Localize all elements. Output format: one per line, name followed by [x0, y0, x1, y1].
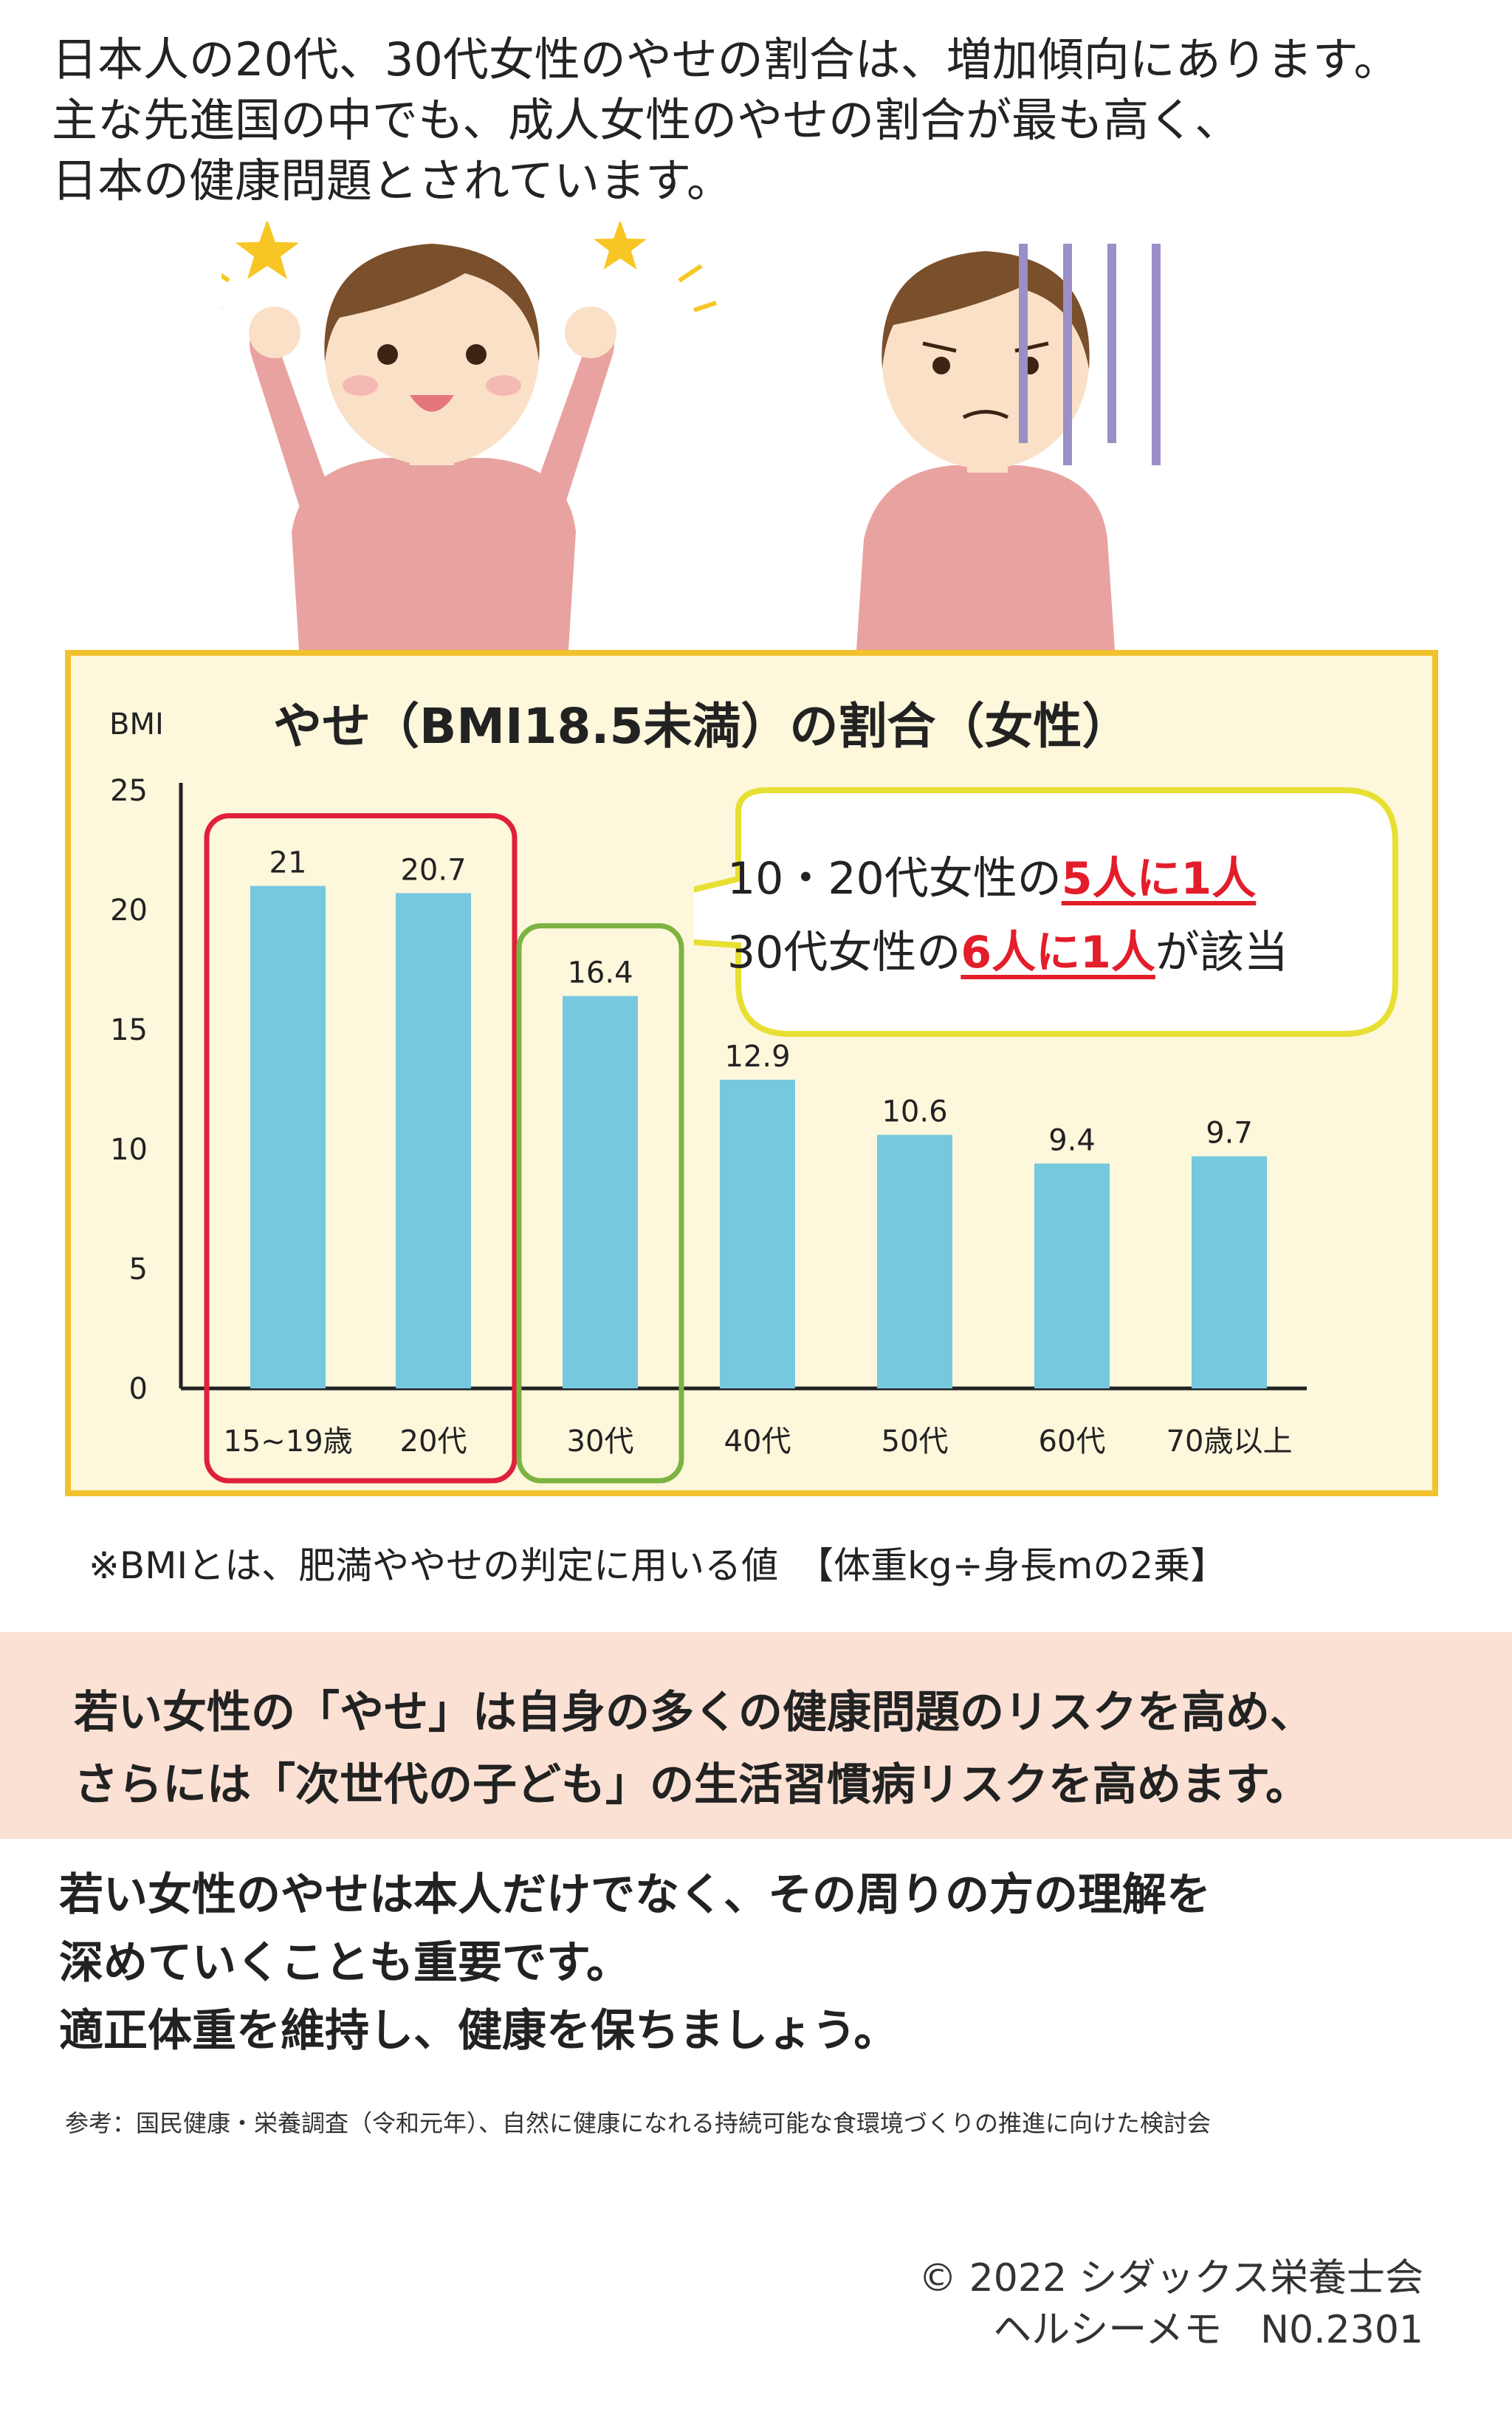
intro-line-1: 日本人の20代、30代女性のやせの割合は、増加傾向にあります。	[52, 32, 1400, 86]
callout-text: 10・20代女性の5人に1人 30代女性の6人に1人が該当	[727, 842, 1288, 990]
x-tick-label: 60代	[1039, 1425, 1106, 1459]
bar	[1034, 1163, 1110, 1388]
bar-value-label: 10.6	[882, 1095, 947, 1129]
bar-chart: 0 5 10 15 20 25 21 15~19歳 20.7 20代 16.4 30代 12.9 40代 1…	[110, 774, 1307, 1484]
star-icon	[221, 222, 717, 312]
x-tick-label: 30代	[567, 1425, 634, 1459]
y-tick-label: 15	[110, 1013, 148, 1047]
bar-value-label: 9.4	[1048, 1123, 1096, 1157]
intro-line-2: 主な先進国の中でも、成人女性のやせの割合が最も高く、	[52, 93, 1241, 147]
happy-woman-icon	[249, 244, 616, 650]
closing-line-2: 深めていくことも重要です。	[59, 1937, 630, 1989]
bar	[877, 1134, 952, 1388]
y-tick-label: 25	[110, 774, 148, 808]
intro-text: 日本人の20代、30代女性のやせの割合は、増加傾向にあります。 主な先進国の中で…	[52, 30, 1400, 211]
bar	[250, 885, 326, 1388]
copyright: © 2022 シダックス栄養士会 ヘルシーメモ N0.2301	[918, 2252, 1423, 2356]
bar	[563, 996, 638, 1388]
callout-line2-highlight: 6人に1人	[961, 927, 1155, 979]
bar-value-label: 12.9	[724, 1040, 790, 1074]
x-tick-label: 15~19歳	[223, 1425, 352, 1459]
bar-value-label: 16.4	[567, 956, 633, 990]
x-tick-label: 50代	[882, 1425, 949, 1459]
band-line-2: さらには「次世代の子ども」の生活習慣病リスクを高めます。	[74, 1759, 1310, 1811]
chart-title: やせ（BMI18.5未満）の割合（女性）	[273, 698, 1131, 755]
x-tick-label: 70歳以上	[1166, 1425, 1293, 1459]
highlight-box	[516, 923, 684, 1484]
y-tick-label: 20	[110, 894, 148, 928]
callout-line1-prefix: 10・20代女性の	[727, 853, 1062, 905]
bmi-note: ※BMIとは、肥満ややせの判定に用いる値 【体重kg÷身長mの2乗】	[89, 1544, 1228, 1587]
closing-text: 若い女性のやせは本人だけでなく、その周りの方の理解を 深めていくことも重要です。…	[59, 1861, 1211, 2065]
message-band	[0, 1632, 1512, 1839]
band-line-1: 若い女性の「やせ」は自身の多くの健康問題のリスクを高め、	[74, 1687, 1314, 1738]
callout-line1-highlight: 5人に1人	[1061, 853, 1257, 905]
reference-text: 参考：国民健康・栄養調査（令和元年）、自然に健康になれる持続可能な食環境づくりの…	[65, 2109, 1212, 2137]
callout-line2-prefix: 30代女性の	[727, 927, 961, 979]
band-text: 若い女性の「やせ」は自身の多くの健康問題のリスクを高め、 さらには「次世代の子ど…	[74, 1676, 1314, 1821]
bar	[1192, 1156, 1267, 1388]
y-tick-label: 0	[129, 1372, 148, 1406]
closing-line-3: 適正体重を維持し、健康を保ちましょう。	[59, 2005, 898, 2057]
bar	[720, 1080, 795, 1388]
copyright-line-1: © 2022 シダックス栄養士会	[918, 2256, 1423, 2300]
y-tick-label: 5	[129, 1253, 148, 1286]
x-tick-label: 40代	[724, 1425, 791, 1459]
intro-line-3: 日本の健康問題とされています。	[52, 154, 732, 208]
callout-line2-suffix: が該当	[1155, 927, 1288, 979]
y-axis-label: BMI	[109, 708, 164, 741]
highlight-box	[204, 813, 518, 1484]
bar	[396, 893, 471, 1388]
bar-value-label: 9.7	[1206, 1117, 1253, 1151]
worried-woman-icon	[856, 244, 1161, 650]
x-tick-label: 20代	[400, 1425, 467, 1459]
bar-value-label: 21	[269, 846, 307, 880]
callout-bubble	[694, 787, 1398, 1037]
illustration	[221, 222, 1161, 650]
y-tick-label: 10	[110, 1133, 148, 1167]
bar-value-label: 20.7	[400, 853, 466, 887]
closing-line-1: 若い女性のやせは本人だけでなく、その周りの方の理解を	[59, 1869, 1211, 1921]
copyright-line-2: ヘルシーメモ N0.2301	[993, 2308, 1423, 2352]
